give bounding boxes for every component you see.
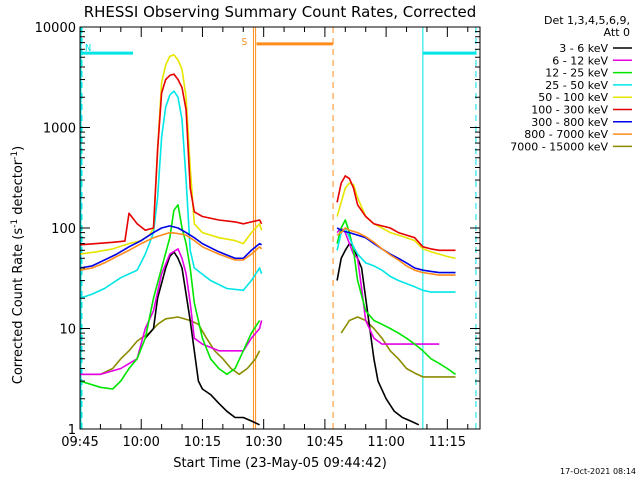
x-axis-label: Start Time (23-May-05 09:44:42): [173, 456, 387, 471]
legend-entry-label: 100 - 300 keV: [531, 104, 608, 117]
y-axis-label: Corrected Count Rate (s-1 detector-1): [10, 146, 26, 384]
legend-entry-label: 50 - 100 keV: [538, 91, 608, 104]
x-tick-label: 10:45: [306, 435, 343, 450]
legend-entry-label: 3 - 6 keV: [559, 42, 608, 55]
x-tick-label: 09:45: [61, 435, 98, 450]
legend-header-line: Att 0: [604, 26, 630, 39]
y-axis-label-exponent-1: -1: [10, 219, 20, 228]
x-tick-label: 10:00: [122, 435, 159, 450]
series-line-9: [79, 227, 456, 276]
series-line-7: [79, 73, 456, 252]
night-label: N: [85, 43, 91, 54]
legend-entry-label: 25 - 50 keV: [545, 79, 608, 92]
series-line-5: [79, 90, 456, 299]
legend-entry-label: 300 - 800 keV: [531, 116, 608, 129]
legend-header-line: Det 1,3,4,5,6,9,: [544, 14, 630, 27]
x-tick-label: 10:30: [245, 435, 282, 450]
footer-timestamp: 17-Oct-2021 08:14: [560, 467, 636, 476]
y-tick-label: 100: [51, 222, 76, 237]
y-axis: 1 10 100 1000 10000: [35, 21, 480, 438]
y-axis-label-part-1: Corrected Count Rate (s: [11, 228, 26, 385]
legend-entry-label: 12 - 25 keV: [545, 67, 608, 80]
x-tick-label: 10:15: [184, 435, 221, 450]
chart-title: RHESSI Observing Summary Count Rates, Co…: [84, 3, 477, 21]
x-axis: 09:45 10:00 10:15 10:30 10:45 11:00 11:15: [61, 27, 469, 450]
y-tick-label: 1000: [43, 122, 76, 137]
y-tick-label: 1: [68, 423, 76, 438]
plot-frame: [79, 26, 481, 430]
y-tick-label: 10000: [35, 21, 76, 36]
legend-entry-label: 7000 - 15000 keV: [510, 140, 608, 153]
series-line-6: [79, 53, 456, 260]
y-axis-label-exponent-2: -1: [10, 151, 20, 160]
y-axis-label-part-2: detector: [11, 159, 26, 219]
series-line-1: [80, 316, 456, 378]
x-tick-label: 11:00: [367, 435, 404, 450]
legend-entry-label: 800 - 7000 keV: [524, 128, 608, 141]
legend-entry-label: 6 - 12 keV: [552, 54, 608, 67]
x-tick-label: 11:15: [429, 435, 466, 450]
y-tick-label: 10: [59, 323, 76, 338]
y-axis-label-part-3: ): [11, 146, 26, 151]
plot-area: NS: [79, 26, 481, 430]
saa-label: S: [241, 37, 247, 48]
